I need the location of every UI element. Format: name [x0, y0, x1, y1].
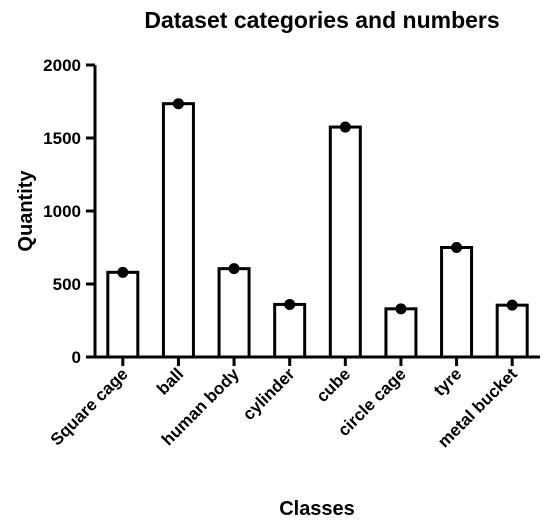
data-point — [339, 121, 351, 133]
y-tick-label: 2000 — [43, 56, 81, 75]
y-tick-label: 500 — [53, 275, 81, 294]
chart-title: Dataset categories and numbers — [144, 7, 499, 33]
bar-human-body — [217, 267, 251, 359]
y-axis-label: Quantity — [15, 170, 37, 252]
x-tick-label: ball — [153, 364, 187, 398]
x-tick-label: tyre — [430, 364, 465, 399]
x-tick-label: cube — [313, 364, 354, 405]
x-axis-label: Classes — [279, 498, 355, 520]
bar-cylinder — [273, 302, 307, 359]
bar-metal-bucket — [495, 303, 529, 359]
bar-tyre — [440, 246, 474, 359]
data-point — [117, 266, 129, 278]
data-point — [228, 263, 240, 275]
y-tick-label: 0 — [72, 348, 81, 367]
y-tick-label: 1000 — [43, 202, 81, 221]
bars-group — [106, 98, 529, 359]
data-point — [172, 98, 184, 110]
data-point — [451, 242, 463, 253]
y-tick-label: 1500 — [43, 129, 81, 148]
bar-ball — [161, 102, 195, 359]
data-point — [395, 303, 407, 315]
y-axis: 0 500 1000 1500 2000 — [43, 56, 97, 367]
data-point — [284, 298, 296, 310]
bar-circle-cage — [384, 307, 418, 359]
bar-cube — [328, 125, 362, 359]
x-tick-label: Square cage — [47, 364, 132, 449]
data-point — [506, 299, 518, 311]
bar-square-cage — [106, 270, 140, 359]
x-tick-label: cylinder — [239, 364, 299, 424]
